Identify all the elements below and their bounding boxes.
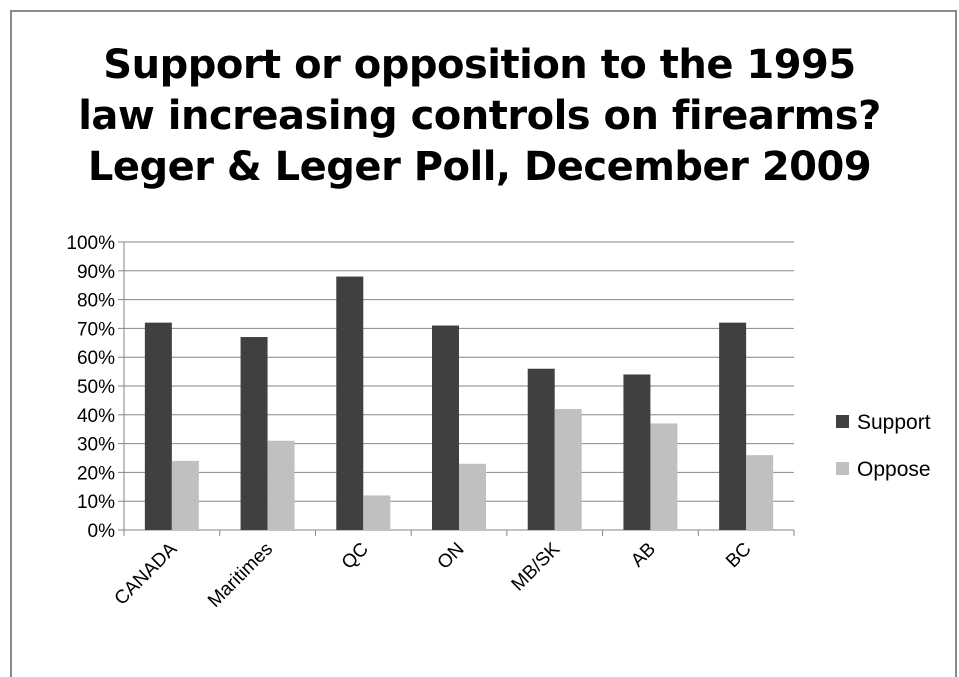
bar-support-ab — [623, 374, 651, 530]
y-tick-label: 20% — [77, 463, 115, 484]
y-tick-label: 0% — [88, 521, 116, 542]
y-tick-label: 90% — [77, 262, 115, 283]
chart-title-line-1: Support or opposition to the 1995 — [103, 42, 856, 88]
bar-support-canada — [144, 322, 172, 530]
bar-support-on — [432, 325, 459, 530]
legend-swatch-oppose — [836, 462, 849, 475]
y-tick-label: 30% — [77, 435, 115, 456]
x-category-label: CANADA — [111, 538, 182, 609]
bar-support-mb-sk — [527, 368, 555, 530]
chart-title-line-2: law increasing controls on firearms? — [78, 93, 881, 139]
y-tick-label: 50% — [77, 377, 115, 398]
x-category-label: BC — [722, 539, 756, 573]
x-category-label: QC — [338, 539, 373, 574]
bar-support-qc — [336, 276, 364, 530]
x-category-label: AB — [627, 539, 660, 572]
x-category-label: ON — [434, 539, 469, 574]
bar-oppose-ab — [650, 423, 678, 530]
bar-oppose-mb-sk — [554, 409, 582, 530]
legend-swatch-support — [836, 415, 849, 428]
y-tick-label: 70% — [77, 319, 115, 340]
bar-oppose-maritimes — [267, 440, 295, 530]
bar-support-bc — [719, 322, 747, 530]
y-tick-label: 60% — [77, 348, 115, 369]
bar-support-maritimes — [240, 337, 268, 530]
x-category-label: Maritimes — [204, 539, 277, 612]
bar-oppose-bc — [746, 455, 774, 530]
y-tick-label: 40% — [77, 406, 115, 427]
chart-title-line-3: Leger & Leger Poll, December 2009 — [87, 144, 872, 190]
bar-oppose-canada — [171, 460, 199, 530]
legend-label-support: Support — [857, 411, 931, 434]
y-tick-label: 100% — [66, 233, 115, 254]
y-tick-label: 10% — [77, 492, 115, 513]
bar-oppose-on — [459, 463, 486, 530]
bar-oppose-qc — [363, 495, 391, 530]
legend-label-oppose: Oppose — [857, 458, 931, 481]
y-tick-label: 80% — [77, 291, 115, 312]
chart-title: Support or opposition to the 1995 law in… — [0, 40, 959, 193]
x-category-label: MB/SK — [508, 538, 565, 595]
